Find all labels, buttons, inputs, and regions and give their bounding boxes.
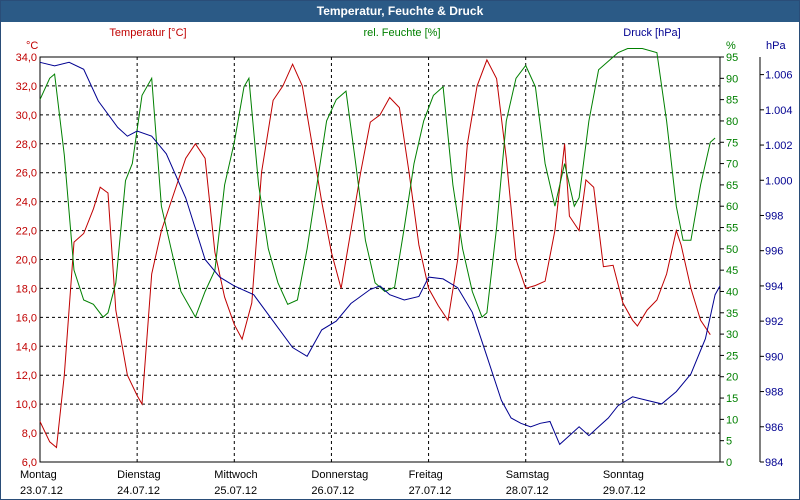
x-date-label: 26.07.12 [311, 485, 354, 497]
x-day-label: Sonntag [603, 469, 644, 481]
x-day-label: Freitag [409, 469, 443, 481]
temp-tick-label: 30,0 [16, 110, 37, 122]
temp-unit-label: °C [26, 40, 38, 52]
humidity-tick-label: 75 [726, 137, 738, 149]
series-line-press [39, 61, 721, 446]
humidity-tick-label: 35 [726, 308, 738, 320]
humidity-tick-label: 85 [726, 95, 738, 107]
humidity-unit-label: % [726, 40, 736, 52]
temp-tick-label: 28,0 [16, 139, 37, 151]
pressure-tick-label: 986 [765, 422, 783, 434]
temp-tick-label: 18,0 [16, 283, 37, 295]
series-lines [39, 48, 721, 449]
x-day-label: Donnerstag [311, 469, 368, 481]
humidity-tick-label: 40 [726, 286, 738, 298]
humidity-tick-label: 65 [726, 180, 738, 192]
humidity-tick-label: 60 [726, 201, 738, 213]
humidity-tick-label: 70 [726, 159, 738, 171]
humidity-tick-label: 15 [726, 393, 738, 405]
temp-tick-label: 32,0 [16, 81, 37, 93]
temp-tick-label: 6,0 [22, 457, 37, 469]
temp-tick-label: 22,0 [16, 226, 37, 238]
x-day-label: Dienstag [117, 469, 160, 481]
pressure-tick-label: 988 [765, 387, 783, 399]
temp-tick-label: 10,0 [16, 399, 37, 411]
pressure-tick-label: 996 [765, 246, 783, 258]
x-day-label: Samstag [506, 469, 549, 481]
pressure-tick-label: 1.000 [765, 175, 793, 187]
x-date-label: 27.07.12 [409, 485, 452, 497]
axes [39, 56, 764, 463]
pressure-tick-label: 998 [765, 210, 783, 222]
humidity-tick-label: 95 [726, 52, 738, 64]
x-date-label: 29.07.12 [603, 485, 646, 497]
temp-tick-label: 26,0 [16, 168, 37, 180]
pressure-tick-label: 1.006 [765, 70, 793, 82]
x-date-label: 25.07.12 [214, 485, 257, 497]
window-title: Temperatur, Feuchte & Druck [1, 1, 799, 22]
temp-tick-label: 34,0 [16, 52, 37, 64]
x-day-label: Montag [20, 469, 57, 481]
humidity-tick-label: 30 [726, 329, 738, 341]
pressure-tick-label: 984 [765, 457, 783, 469]
temp-tick-label: 14,0 [16, 341, 37, 353]
humidity-tick-label: 50 [726, 244, 738, 256]
humidity-axis-title: rel. Feuchte [%] [363, 27, 440, 39]
humidity-tick-label: 20 [726, 372, 738, 384]
humidity-tick-label: 5 [726, 436, 732, 448]
humidity-tick-label: 10 [726, 414, 738, 426]
temp-tick-label: 8,0 [22, 428, 37, 440]
pressure-axis-title: Druck [hPa] [623, 27, 680, 39]
humidity-tick-label: 0 [726, 457, 732, 469]
x-day-label: Mittwoch [214, 469, 257, 481]
pressure-unit-label: hPa [766, 40, 786, 52]
x-date-label: 28.07.12 [506, 485, 549, 497]
humidity-tick-label: 80 [726, 116, 738, 128]
humidity-tick-label: 55 [726, 223, 738, 235]
humidity-tick-label: 90 [726, 73, 738, 85]
humidity-tick-label: 25 [726, 350, 738, 362]
temp-tick-label: 12,0 [16, 370, 37, 382]
axis-labels: 34,0 32,0 30,0 28,0 26,0 24,0 22,0 20,0 18,0 16,0… [16, 27, 793, 497]
pressure-tick-label: 1.004 [765, 105, 793, 117]
temp-tick-label: 20,0 [16, 255, 37, 267]
x-date-label: 24.07.12 [117, 485, 160, 497]
temp-tick-label: 24,0 [16, 197, 37, 209]
humidity-tick-label: 45 [726, 265, 738, 277]
pressure-tick-label: 994 [765, 281, 783, 293]
x-date-label: 23.07.12 [20, 485, 63, 497]
series-line-temp [39, 58, 711, 449]
series-line-hum [39, 48, 716, 319]
temp-axis-title: Temperatur [°C] [109, 27, 186, 39]
pressure-tick-label: 990 [765, 351, 783, 363]
pressure-tick-label: 992 [765, 316, 783, 328]
temp-tick-label: 16,0 [16, 312, 37, 324]
pressure-tick-label: 1.002 [765, 140, 793, 152]
